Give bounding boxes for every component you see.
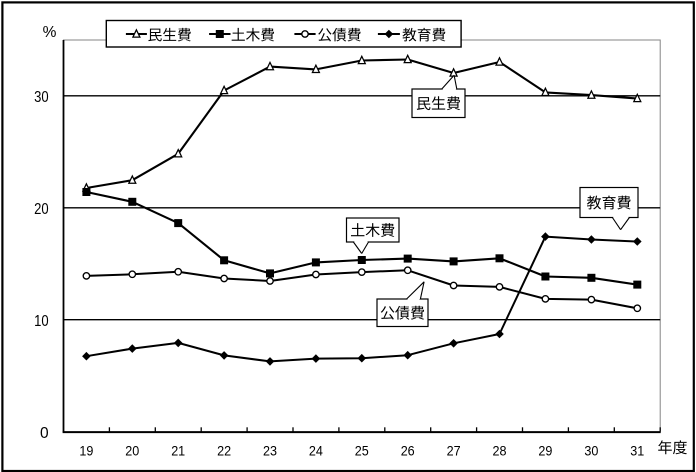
svg-text:30: 30 [584,443,598,459]
svg-text:23: 23 [263,443,277,459]
svg-text:29: 29 [538,443,552,459]
svg-text:10: 10 [34,313,49,330]
svg-text:19: 19 [79,443,93,459]
svg-text:20: 20 [125,443,139,459]
svg-text:30: 30 [34,89,49,106]
svg-text:%: % [43,24,57,41]
svg-text:31: 31 [630,443,644,459]
svg-text:20: 20 [34,201,49,218]
svg-text:27: 27 [447,443,461,459]
svg-text:28: 28 [493,443,507,459]
svg-text:25: 25 [355,443,369,459]
svg-text:26: 26 [401,443,415,459]
svg-text:24: 24 [309,443,323,459]
svg-text:0: 0 [40,425,49,442]
svg-text:21: 21 [171,443,185,459]
svg-text:22: 22 [217,443,231,459]
